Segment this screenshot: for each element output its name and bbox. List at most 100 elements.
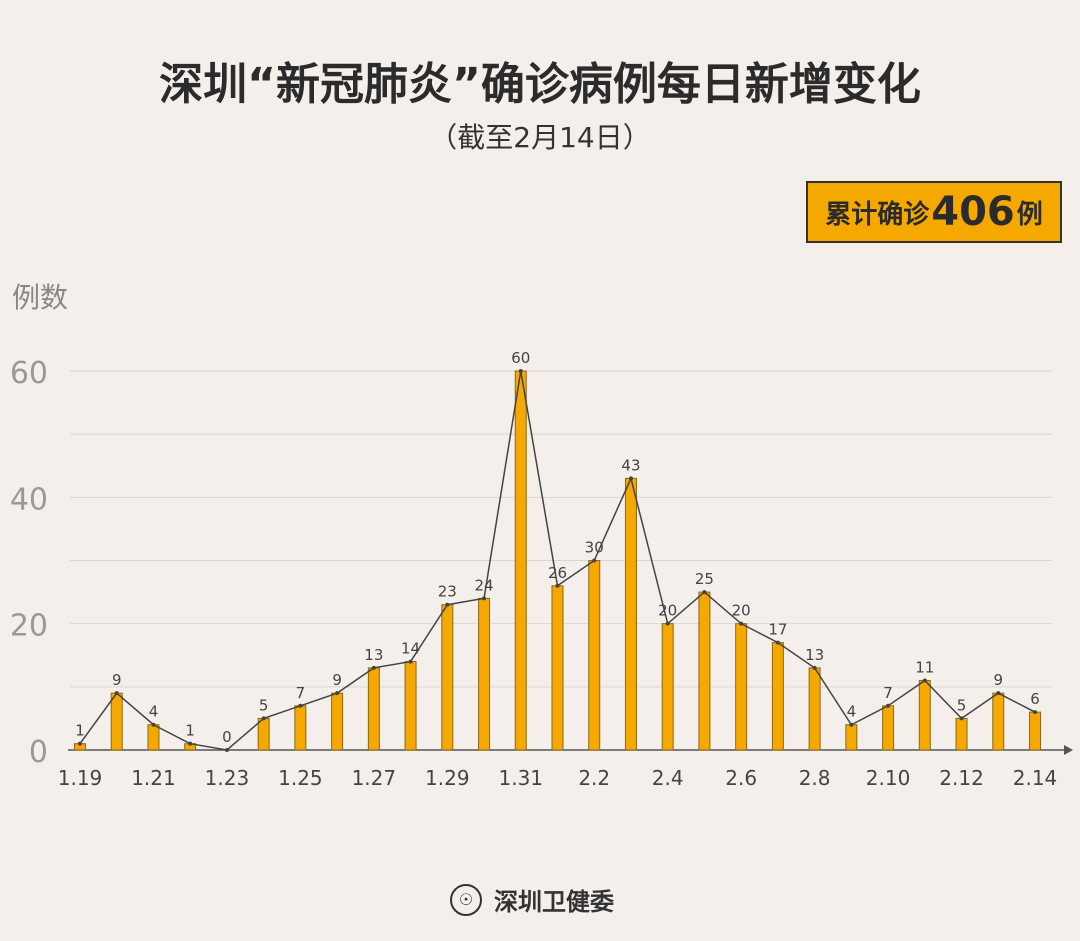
data-label: 43: [621, 456, 640, 474]
data-label: 1: [185, 722, 195, 740]
bar: [147, 724, 160, 751]
line-point: [445, 602, 450, 607]
line-point: [739, 621, 744, 626]
bar: [1029, 711, 1041, 751]
line-point: [408, 659, 413, 664]
line-point: [959, 716, 964, 721]
y-tick-label: 20: [10, 609, 48, 644]
line-point: [555, 583, 560, 588]
line-point: [188, 741, 193, 746]
line-point: [849, 722, 854, 727]
bar: [514, 370, 527, 751]
data-label: 13: [805, 646, 824, 664]
bar: [331, 692, 344, 751]
line-point: [298, 703, 303, 708]
data-label: 26: [548, 564, 567, 582]
footer-org: 深圳卫健委: [494, 888, 614, 916]
total-prefix: 累计确诊: [825, 199, 930, 230]
data-label: 5: [259, 696, 269, 714]
line-point: [996, 691, 1001, 696]
data-label: 7: [296, 684, 306, 702]
line-point: [775, 640, 780, 645]
data-label: 30: [585, 539, 604, 557]
footer: ☉ 深圳卫健委: [450, 882, 614, 917]
x-tick-label: 1.25: [278, 766, 323, 790]
line-point: [812, 665, 817, 670]
bar: [294, 705, 307, 751]
bar: [404, 661, 417, 751]
line-point: [482, 596, 487, 601]
line-point: [114, 691, 119, 696]
line-point: [886, 703, 891, 708]
data-label: 9: [993, 671, 1003, 689]
data-label: 60: [511, 349, 530, 367]
data-label: 6: [1030, 690, 1040, 708]
line-point: [518, 369, 523, 373]
bar: [882, 705, 895, 751]
y-tick-label: 0: [29, 735, 48, 770]
bar: [918, 680, 931, 751]
x-tick-label: 2.4: [652, 766, 684, 790]
data-label: 5: [957, 696, 967, 714]
x-tick-label: 2.14: [1013, 766, 1058, 790]
line-point: [224, 748, 229, 752]
data-label: 7: [883, 684, 893, 702]
line-point: [702, 590, 707, 595]
bar: [257, 717, 270, 751]
chart-title: 深圳“新冠肺炎”确诊病例每日新增变化: [159, 59, 921, 110]
line-point: [371, 665, 376, 670]
total-suffix: 例: [1016, 199, 1043, 230]
total-badge: 累计确诊 406 例: [806, 181, 1062, 243]
chart-subtitle: （截至2月14日）: [429, 121, 651, 154]
data-label: 1: [75, 722, 85, 740]
data-label: 4: [149, 703, 159, 721]
bar: [441, 604, 454, 751]
data-label: 25: [695, 570, 714, 588]
line-point: [922, 678, 927, 683]
data-label: 20: [732, 602, 751, 620]
y-tick-label: 40: [10, 482, 48, 517]
x-tick-label: 2.10: [866, 766, 911, 790]
x-tick-label: 2.12: [939, 766, 984, 790]
bar: [698, 591, 711, 751]
data-label: 11: [915, 659, 934, 677]
total-value: 406: [931, 189, 1015, 235]
line-point: [261, 716, 266, 721]
bar: [588, 560, 601, 751]
y-axis-label: 例数: [12, 281, 69, 314]
data-label: 9: [112, 671, 122, 689]
x-tick-label: 2.8: [799, 766, 831, 790]
x-tick-label: 1.31: [499, 766, 544, 790]
bar: [735, 623, 748, 751]
x-tick-label: 2.2: [578, 766, 610, 790]
data-label: 23: [438, 583, 457, 601]
bar: [110, 692, 123, 751]
bar: [771, 642, 784, 751]
data-label: 17: [768, 621, 787, 639]
line-point: [592, 558, 597, 563]
bar: [992, 692, 1005, 751]
bar: [624, 477, 637, 751]
line-point: [335, 691, 340, 696]
data-label: 0: [222, 728, 232, 746]
data-label: 14: [401, 640, 420, 658]
y-tick-label: 60: [10, 356, 48, 391]
bar: [661, 623, 674, 751]
line-point: [1033, 710, 1037, 715]
bar: [808, 667, 821, 751]
x-tick-label: 2.6: [725, 766, 757, 790]
data-label: 13: [364, 646, 383, 664]
bar: [955, 717, 968, 751]
x-tick-label: 1.29: [425, 766, 470, 790]
bar: [478, 597, 491, 751]
bar: [367, 667, 380, 751]
x-tick-label: 1.21: [131, 766, 176, 790]
x-tick-label: 1.27: [352, 766, 397, 790]
data-label: 24: [474, 576, 493, 594]
bar: [845, 724, 858, 751]
line-point: [628, 476, 633, 481]
line-point: [151, 722, 156, 727]
x-axis-arrow-icon: [1064, 745, 1073, 755]
data-label: 4: [847, 703, 857, 721]
